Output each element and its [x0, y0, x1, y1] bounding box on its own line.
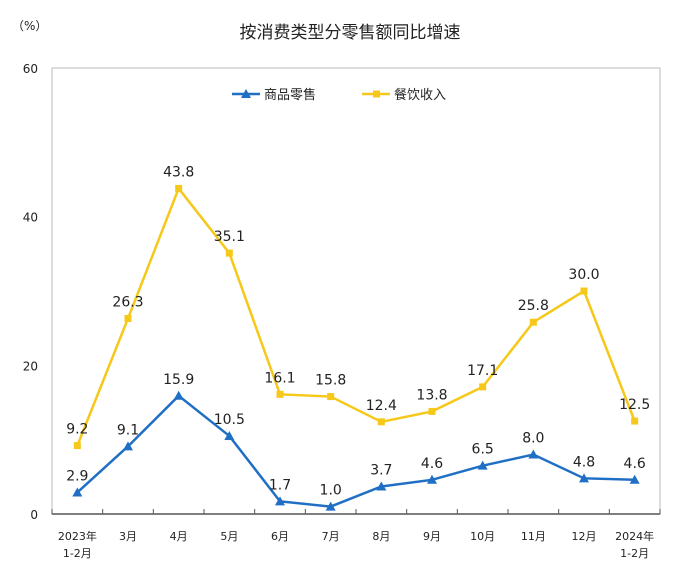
series-line-1 [76, 394, 635, 508]
x-tick-label: 6月 [271, 530, 289, 543]
data-label: 15.8 [315, 373, 346, 389]
x-tick-label: 11月 [521, 530, 546, 543]
data-label: 17.1 [467, 363, 498, 379]
data-point [275, 496, 285, 506]
data-label: 8.0 [522, 431, 544, 447]
y-tick-label: 60 [23, 62, 38, 76]
x-tick-label: 2023年 [58, 529, 97, 543]
data-point [72, 487, 83, 497]
legend-label: 餐饮收入 [394, 87, 446, 103]
data-point [580, 287, 588, 295]
data-point [173, 390, 184, 400]
data-label: 30.0 [568, 267, 599, 283]
data-point [528, 449, 539, 459]
data-label: 9.2 [66, 422, 88, 438]
data-point [377, 418, 385, 426]
data-point [123, 441, 133, 451]
data-label: 35.1 [214, 229, 245, 245]
data-label: 4.6 [421, 456, 443, 472]
data-label: 12.4 [366, 398, 397, 414]
x-tick-label: 3月 [119, 530, 137, 543]
data-point [175, 184, 183, 192]
data-label: 26.3 [112, 295, 143, 311]
data-label: 4.6 [624, 456, 646, 472]
data-label: 3.7 [370, 462, 392, 478]
data-point [376, 481, 387, 491]
y-tick-label: 0 [30, 508, 38, 522]
chart-title: 按消费类型分零售额同比增速 [240, 23, 461, 43]
x-tick-label: 8月 [372, 530, 390, 543]
data-label: 1.7 [269, 477, 291, 493]
data-point [124, 315, 132, 323]
data-point [427, 474, 437, 484]
x-tick-label: 10月 [470, 530, 495, 543]
data-point [479, 383, 487, 391]
x-tick-label: 1-2月 [620, 547, 649, 560]
x-tick-label: 12月 [572, 530, 597, 543]
data-label: 1.0 [320, 483, 342, 499]
data-point [579, 473, 589, 483]
legend-label: 商品零售 [264, 87, 316, 103]
x-tick-label: 5月 [220, 530, 238, 543]
data-point [529, 318, 537, 326]
y-axis-unit: （%） [12, 19, 47, 33]
series-line-2 [76, 185, 636, 447]
data-label: 9.1 [117, 422, 139, 438]
data-label: 13.8 [416, 387, 447, 403]
x-tick-label: 1-2月 [63, 547, 92, 560]
data-label: 12.5 [619, 397, 650, 413]
data-point [327, 393, 335, 401]
x-tick-label: 7月 [322, 530, 340, 543]
data-label: 2.9 [66, 468, 88, 484]
data-point [428, 407, 436, 415]
y-tick-label: 20 [23, 359, 38, 373]
data-point [631, 417, 639, 425]
plot-frame [51, 67, 661, 515]
data-label: 43.8 [163, 164, 194, 180]
data-point [224, 430, 235, 440]
legend-square-marker [373, 90, 380, 98]
y-tick-label: 40 [23, 211, 38, 225]
data-point [73, 442, 81, 450]
data-point [629, 474, 640, 484]
x-tick-label: 2024年 [615, 529, 654, 543]
data-point [477, 460, 488, 470]
data-label: 6.5 [472, 442, 494, 458]
data-label: 4.8 [573, 454, 595, 470]
data-label: 15.9 [163, 372, 194, 388]
data-point [225, 249, 233, 257]
data-label: 16.1 [264, 370, 295, 386]
legend-triangle-marker [241, 89, 251, 98]
data-point [276, 390, 284, 398]
data-point [325, 501, 336, 511]
x-tick-label: 9月 [423, 530, 441, 543]
data-label: 10.5 [214, 412, 245, 428]
data-label: 25.8 [518, 298, 549, 314]
x-tick-label: 4月 [170, 530, 188, 543]
